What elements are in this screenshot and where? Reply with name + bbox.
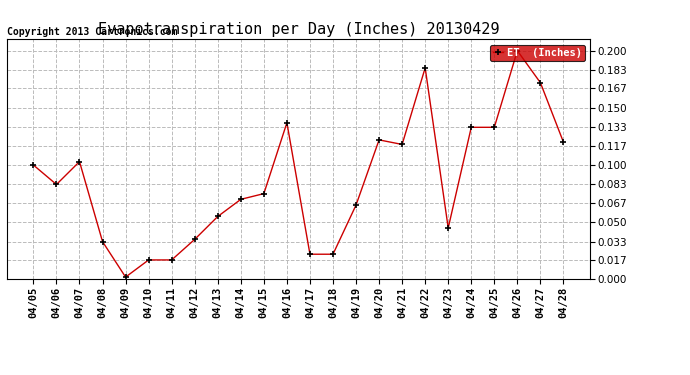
ET  (Inches) — [306, 252, 314, 257]
ET  (Inches) — [168, 258, 176, 262]
Line: ET  (Inches): ET (Inches) — [30, 47, 567, 280]
ET  (Inches) — [352, 203, 360, 207]
ET  (Inches) — [259, 191, 268, 196]
ET  (Inches) — [237, 197, 245, 202]
ET  (Inches) — [190, 237, 199, 242]
ET  (Inches) — [214, 214, 222, 219]
ET  (Inches) — [375, 138, 383, 142]
Text: Copyright 2013 Cartronics.com: Copyright 2013 Cartronics.com — [7, 27, 177, 37]
ET  (Inches) — [52, 182, 61, 187]
ET  (Inches) — [467, 125, 475, 129]
ET  (Inches) — [560, 140, 568, 144]
Legend: ET  (Inches): ET (Inches) — [490, 45, 584, 61]
ET  (Inches) — [121, 275, 130, 279]
ET  (Inches) — [536, 81, 544, 85]
ET  (Inches) — [329, 252, 337, 257]
ET  (Inches) — [99, 239, 107, 244]
ET  (Inches) — [75, 159, 83, 164]
ET  (Inches) — [144, 258, 152, 262]
ET  (Inches) — [444, 226, 453, 230]
ET  (Inches) — [513, 48, 522, 53]
ET  (Inches) — [421, 66, 429, 70]
ET  (Inches) — [29, 163, 37, 167]
ET  (Inches) — [490, 125, 498, 129]
ET  (Inches) — [398, 142, 406, 147]
Title: Evapotranspiration per Day (Inches) 20130429: Evapotranspiration per Day (Inches) 2013… — [98, 22, 499, 37]
ET  (Inches) — [283, 120, 291, 125]
